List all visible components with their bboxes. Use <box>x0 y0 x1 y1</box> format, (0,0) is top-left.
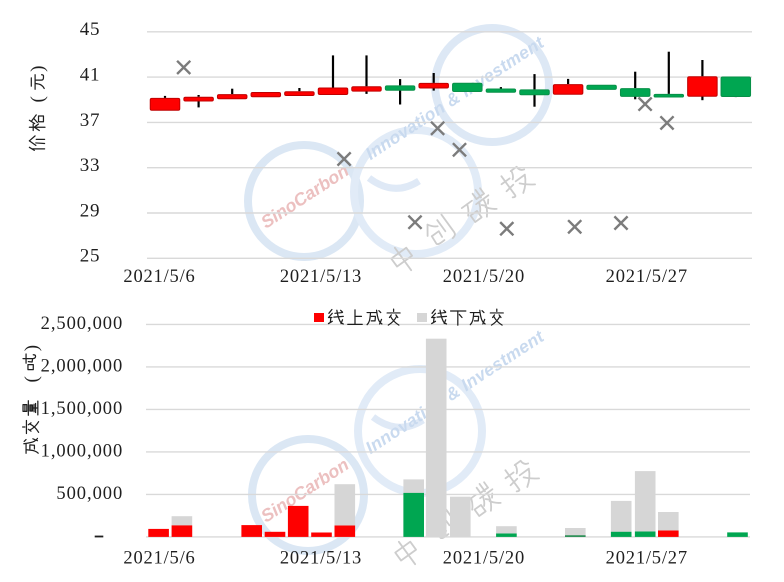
svg-text:2021/5/27: 2021/5/27 <box>606 548 688 568</box>
svg-text:): ) <box>28 66 49 72</box>
svg-text:2021/5/20: 2021/5/20 <box>443 548 525 568</box>
svg-text:37: 37 <box>80 110 101 131</box>
svg-text:2021/5/20: 2021/5/20 <box>443 267 525 287</box>
svg-text:2,500,000: 2,500,000 <box>41 314 124 334</box>
svg-text:): ) <box>22 345 43 351</box>
svg-text:1,500,000: 1,500,000 <box>41 399 124 419</box>
svg-text:(: ( <box>28 96 49 102</box>
svg-text:2021/5/27: 2021/5/27 <box>606 267 688 287</box>
svg-text:1,000,000: 1,000,000 <box>41 441 124 461</box>
svg-text:33: 33 <box>80 155 101 176</box>
svg-text:500,000: 500,000 <box>56 484 123 504</box>
svg-text:25: 25 <box>80 246 101 267</box>
svg-text:2021/5/6: 2021/5/6 <box>123 267 195 287</box>
svg-text:2,000,000: 2,000,000 <box>41 356 124 376</box>
svg-text:2021/5/13: 2021/5/13 <box>280 267 362 287</box>
svg-text:41: 41 <box>80 65 101 86</box>
svg-text:2021/5/6: 2021/5/6 <box>123 548 195 568</box>
svg-text:(: ( <box>22 376 43 382</box>
svg-text:29: 29 <box>80 200 101 221</box>
svg-text:45: 45 <box>80 19 101 40</box>
svg-text:2021/5/13: 2021/5/13 <box>280 548 362 568</box>
